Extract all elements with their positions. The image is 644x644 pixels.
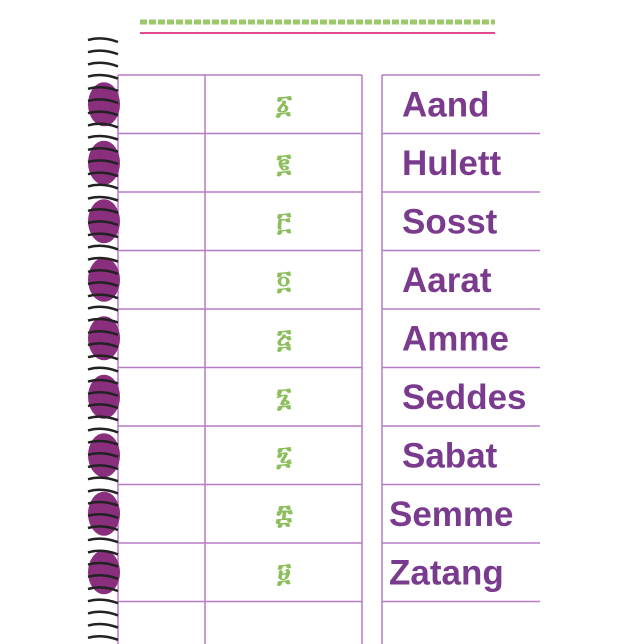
- spiral-ring: [87, 476, 119, 483]
- spiral-ring: [87, 439, 119, 446]
- spiral-ring: [87, 281, 119, 288]
- numeral: ፬: [277, 266, 292, 296]
- day-name: Aand: [402, 85, 490, 124]
- day-name: Hulett: [402, 144, 502, 183]
- spiral-ring: [87, 256, 119, 263]
- spiral-ring: [87, 49, 119, 56]
- day-name: Sosst: [402, 202, 498, 241]
- day-name: Zatang: [389, 553, 504, 592]
- spiral-ring: [87, 268, 119, 275]
- numeral: ፰: [275, 500, 293, 530]
- spiral-ring: [87, 220, 119, 227]
- spiral-ring: [87, 195, 119, 202]
- numeral: ፫: [277, 207, 292, 237]
- spiral-ring: [87, 85, 119, 92]
- page: ፩ Aand ፪ Hulett ፫ Sosst ፬ Aarat ፭ Amme ፮ Seddes ፯ Sab…: [88, 19, 540, 644]
- spiral-ring: [87, 159, 119, 166]
- spiral-ring: [87, 134, 119, 141]
- spiral-ring: [87, 464, 119, 471]
- digit-fragment: [88, 82, 120, 127]
- spiral-ring: [87, 61, 119, 68]
- spiral-ring: [87, 73, 119, 80]
- spiral-binding: [87, 37, 119, 641]
- spiral-ring: [87, 207, 119, 214]
- spiral-ring: [87, 146, 119, 153]
- numeral: ፭: [277, 324, 292, 354]
- spiral-ring: [87, 293, 119, 300]
- day-name: Seddes: [402, 378, 527, 417]
- numeral: ፮: [276, 383, 291, 413]
- spiral-ring: [87, 366, 119, 373]
- digit-fragment: [88, 257, 120, 302]
- spiral-ring: [87, 342, 119, 349]
- digit-fragment: [88, 374, 120, 419]
- spiral-ring: [87, 110, 119, 117]
- spiral-ring: [87, 305, 119, 312]
- spiral-ring: [87, 610, 119, 617]
- numeral: ፯: [276, 441, 293, 471]
- spiral-ring: [87, 171, 119, 178]
- spiral-ring: [87, 317, 119, 324]
- digit-fragment: [88, 550, 120, 595]
- spiral-ring: [87, 549, 119, 556]
- spiral-ring: [87, 329, 119, 336]
- spiral-ring: [87, 488, 119, 495]
- spiral-ring: [87, 525, 119, 532]
- day-name: Aarat: [402, 261, 492, 300]
- spiral-ring: [87, 378, 119, 385]
- spiral-ring: [87, 98, 119, 105]
- spiral-ring: [87, 37, 119, 44]
- digit-fragment: [88, 316, 120, 361]
- spiral-ring: [87, 390, 119, 397]
- day-name: Amme: [402, 319, 509, 358]
- spiral-ring: [87, 500, 119, 507]
- spiral-ring: [87, 403, 119, 410]
- spiral-ring: [87, 598, 119, 605]
- numeral: ፪: [276, 149, 292, 179]
- spiral-ring: [87, 573, 119, 580]
- spiral-ring: [87, 586, 119, 593]
- numeral: ፱: [276, 558, 292, 588]
- spiral-ring: [87, 427, 119, 434]
- spiral-ring: [87, 244, 119, 251]
- numeral: ፩: [275, 90, 292, 120]
- spiral-ring: [87, 561, 119, 568]
- day-name: Semme: [389, 495, 514, 534]
- spiral-ring: [87, 183, 119, 190]
- spiral-ring: [87, 122, 119, 129]
- spiral-ring: [87, 537, 119, 544]
- spiral-ring: [87, 512, 119, 519]
- spiral-ring: [87, 451, 119, 458]
- spiral-ring: [87, 622, 119, 629]
- spiral-ring: [87, 232, 119, 239]
- spiral-ring: [87, 415, 119, 422]
- day-name: Sabat: [402, 436, 498, 475]
- spiral-ring: [87, 354, 119, 361]
- spiral-ring: [87, 634, 119, 641]
